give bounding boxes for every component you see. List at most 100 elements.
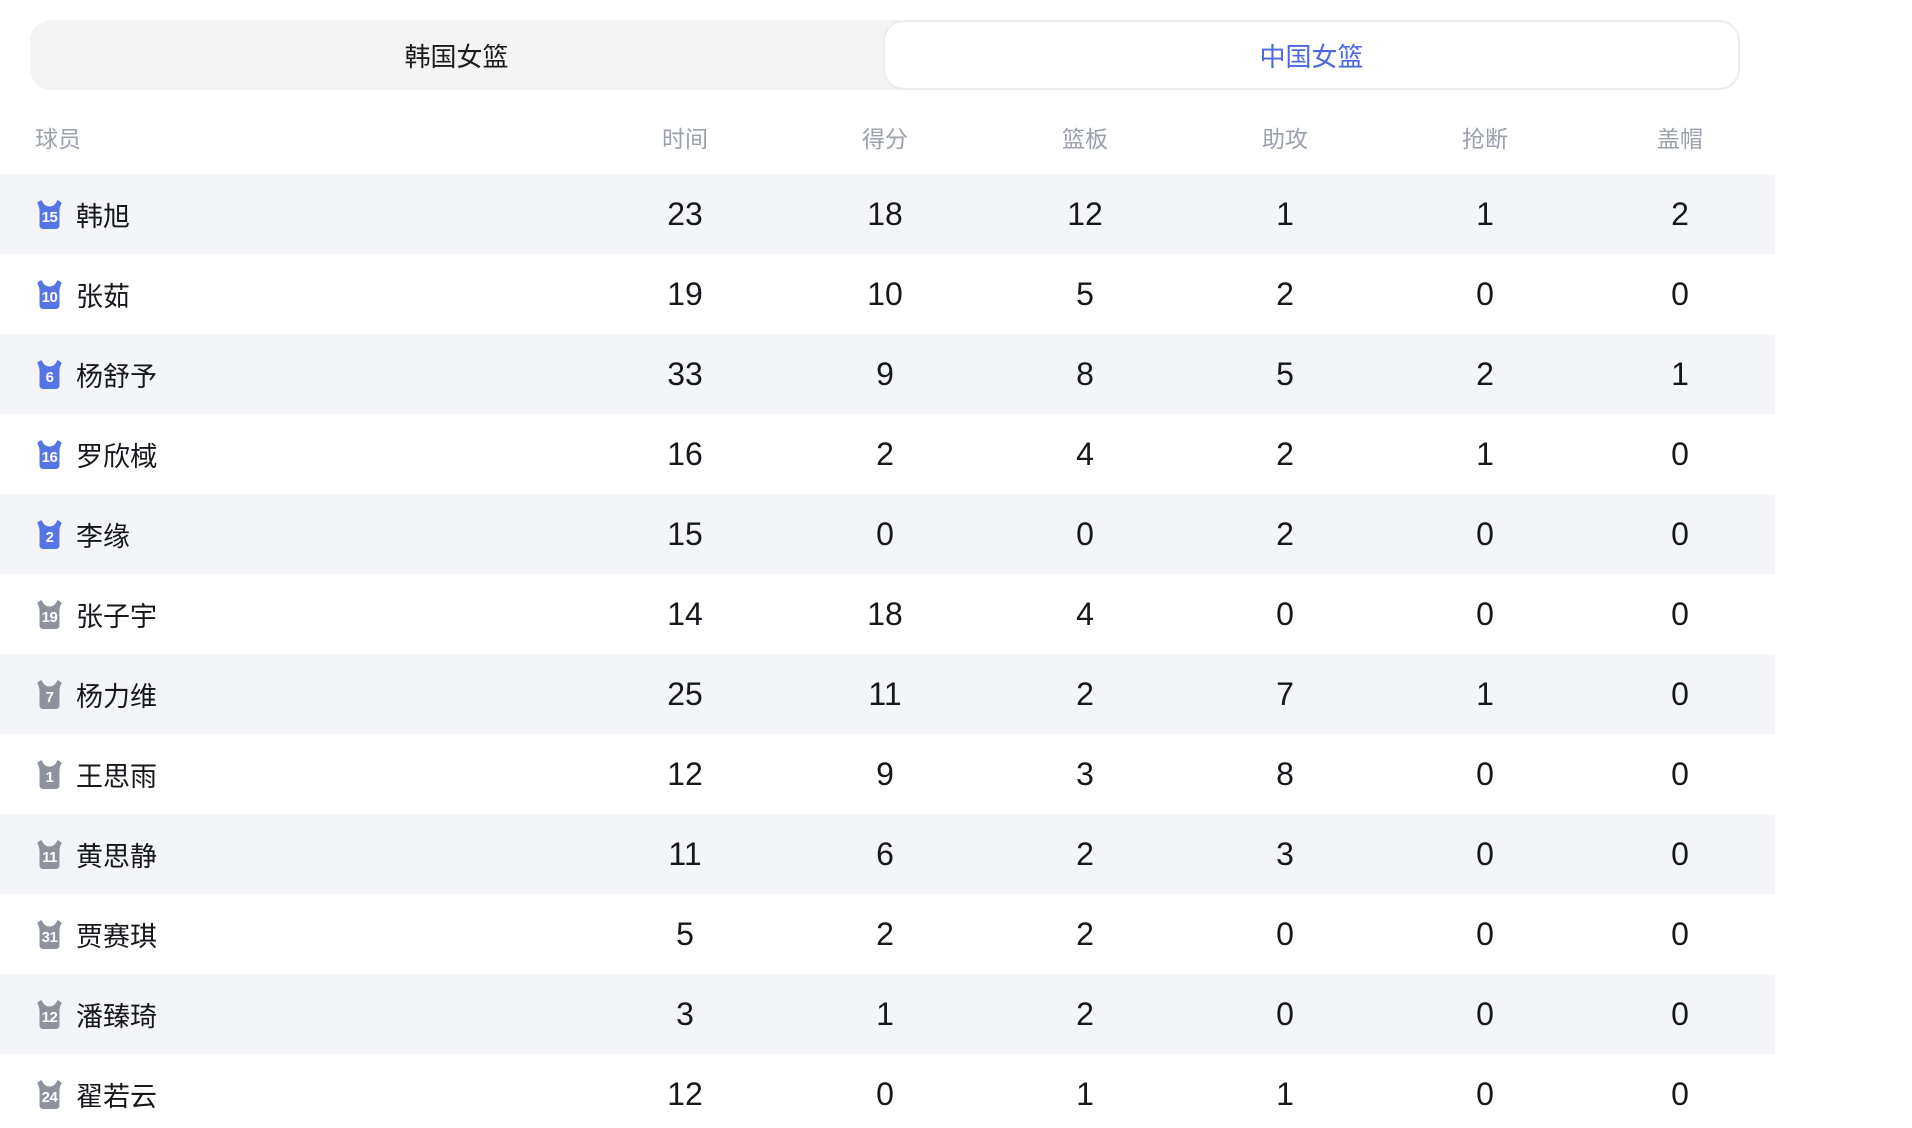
stat-assists: 2: [1276, 435, 1294, 472]
jersey-number: 2: [45, 529, 54, 546]
stat-rebounds: 2: [1076, 835, 1094, 872]
jersey-number: 24: [41, 1089, 58, 1106]
player-row[interactable]: 19 张子宇 14 18 4 0 0 0: [0, 574, 1775, 654]
player-name: 王思雨: [76, 761, 157, 792]
stat-minutes: 15: [667, 515, 703, 552]
player-cell: 11 黄思静: [0, 835, 585, 874]
stat-points: 1: [876, 995, 894, 1032]
player-row[interactable]: 11 黄思静 11 6 2 3 0 0: [0, 814, 1775, 894]
stat-points: 10: [867, 275, 903, 312]
stat-blocks: 0: [1671, 675, 1689, 712]
player-row[interactable]: 7 杨力维 25 11 2 7 1 0: [0, 654, 1775, 734]
stat-blocks: 0: [1671, 835, 1689, 872]
stat-rebounds: 2: [1076, 915, 1094, 952]
stat-steals: 0: [1476, 515, 1494, 552]
jersey-icon: 31: [35, 918, 64, 951]
tab-korea-team[interactable]: 韩国女篮: [30, 20, 883, 90]
stat-blocks: 0: [1671, 755, 1689, 792]
player-cell: 16 罗欣棫: [0, 435, 585, 474]
stat-rebounds: 0: [1076, 515, 1094, 552]
player-row[interactable]: 1 王思雨 12 9 3 8 0 0: [0, 734, 1775, 814]
player-row[interactable]: 15 韩旭 23 18 12 1 1 2: [0, 174, 1775, 254]
stat-minutes: 5: [676, 915, 694, 952]
player-cell: 15 韩旭: [0, 195, 585, 234]
stat-blocks: 0: [1671, 275, 1689, 312]
player-cell: 12 潘臻琦: [0, 995, 585, 1034]
jersey-number: 31: [41, 929, 58, 946]
player-row[interactable]: 12 潘臻琦 3 1 2 0 0 0: [0, 974, 1775, 1054]
stat-minutes: 16: [667, 435, 703, 472]
jersey-icon: 11: [35, 838, 64, 871]
column-header-rebounds: 篮板: [1062, 126, 1108, 152]
jersey-number: 11: [42, 849, 57, 866]
jersey-icon: 19: [35, 598, 64, 631]
jersey-icon: 10: [35, 278, 64, 311]
stat-steals: 1: [1476, 675, 1494, 712]
stat-minutes: 33: [667, 355, 703, 392]
stat-steals: 0: [1476, 995, 1494, 1032]
player-cell: 1 王思雨: [0, 755, 585, 794]
table-header-row: 球员 时间 得分 篮板 助攻 抢断 盖帽: [0, 90, 1775, 174]
jersey-icon: 15: [35, 198, 64, 231]
player-cell: 24 翟若云: [0, 1075, 585, 1114]
stat-assists: 3: [1276, 835, 1294, 872]
stat-steals: 1: [1476, 435, 1494, 472]
stat-rebounds: 4: [1076, 435, 1094, 472]
stat-assists: 0: [1276, 915, 1294, 952]
jersey-icon: 6: [35, 358, 64, 391]
column-header-assists: 助攻: [1262, 126, 1308, 152]
player-row[interactable]: 16 罗欣棫 16 2 4 2 1 0: [0, 414, 1775, 494]
player-row[interactable]: 10 张茹 19 10 5 2 0 0: [0, 254, 1775, 334]
stat-steals: 0: [1476, 915, 1494, 952]
player-name: 罗欣棫: [76, 441, 157, 472]
jersey-number: 1: [45, 769, 54, 786]
stat-assists: 2: [1276, 275, 1294, 312]
stat-steals: 0: [1476, 275, 1494, 312]
stat-blocks: 0: [1671, 995, 1689, 1032]
stat-points: 18: [867, 195, 903, 232]
stat-minutes: 23: [667, 195, 703, 232]
stat-minutes: 11: [668, 835, 702, 872]
stat-rebounds: 2: [1076, 675, 1094, 712]
jersey-number: 10: [41, 289, 58, 306]
player-cell: 2 李缘: [0, 515, 585, 554]
stat-rebounds: 4: [1076, 595, 1094, 632]
stat-minutes: 3: [676, 995, 694, 1032]
player-name: 翟若云: [76, 1081, 157, 1112]
player-row[interactable]: 31 贾赛琪 5 2 2 0 0 0: [0, 894, 1775, 974]
stat-blocks: 0: [1671, 595, 1689, 632]
stat-assists: 5: [1276, 355, 1294, 392]
stat-blocks: 2: [1671, 195, 1689, 232]
stat-points: 9: [876, 355, 894, 392]
jersey-icon: 12: [35, 998, 64, 1031]
stat-rebounds: 3: [1076, 755, 1094, 792]
stat-rebounds: 12: [1067, 195, 1103, 232]
stat-rebounds: 8: [1076, 355, 1094, 392]
tab-china-label: 中国女篮: [1259, 41, 1364, 72]
tab-china-team[interactable]: 中国女篮: [883, 20, 1740, 90]
stat-blocks: 0: [1671, 435, 1689, 472]
stat-steals: 1: [1476, 195, 1494, 232]
player-name: 张子宇: [76, 601, 157, 632]
player-name: 张茹: [76, 281, 130, 312]
player-row[interactable]: 24 翟若云 12 0 1 1 0 0: [0, 1054, 1775, 1128]
team-tab-bar: 韩国女篮 中国女篮: [30, 20, 1740, 90]
player-name: 李缘: [76, 521, 130, 552]
stat-minutes: 25: [667, 675, 703, 712]
stat-minutes: 19: [667, 275, 703, 312]
jersey-icon: 7: [35, 678, 64, 711]
column-header-blocks: 盖帽: [1657, 126, 1703, 152]
stat-rebounds: 2: [1076, 995, 1094, 1032]
jersey-number: 12: [41, 1009, 58, 1026]
player-cell: 19 张子宇: [0, 595, 585, 634]
player-name: 潘臻琦: [76, 1001, 157, 1032]
player-row[interactable]: 6 杨舒予 33 9 8 5 2 1: [0, 334, 1775, 414]
stat-points: 0: [876, 515, 894, 552]
stat-rebounds: 1: [1076, 1075, 1094, 1112]
jersey-number: 7: [45, 689, 54, 706]
stat-blocks: 0: [1671, 1075, 1689, 1112]
player-name: 杨舒予: [76, 361, 157, 392]
player-row[interactable]: 2 李缘 15 0 0 2 0 0: [0, 494, 1775, 574]
stat-blocks: 0: [1671, 915, 1689, 952]
stat-rebounds: 5: [1076, 275, 1094, 312]
